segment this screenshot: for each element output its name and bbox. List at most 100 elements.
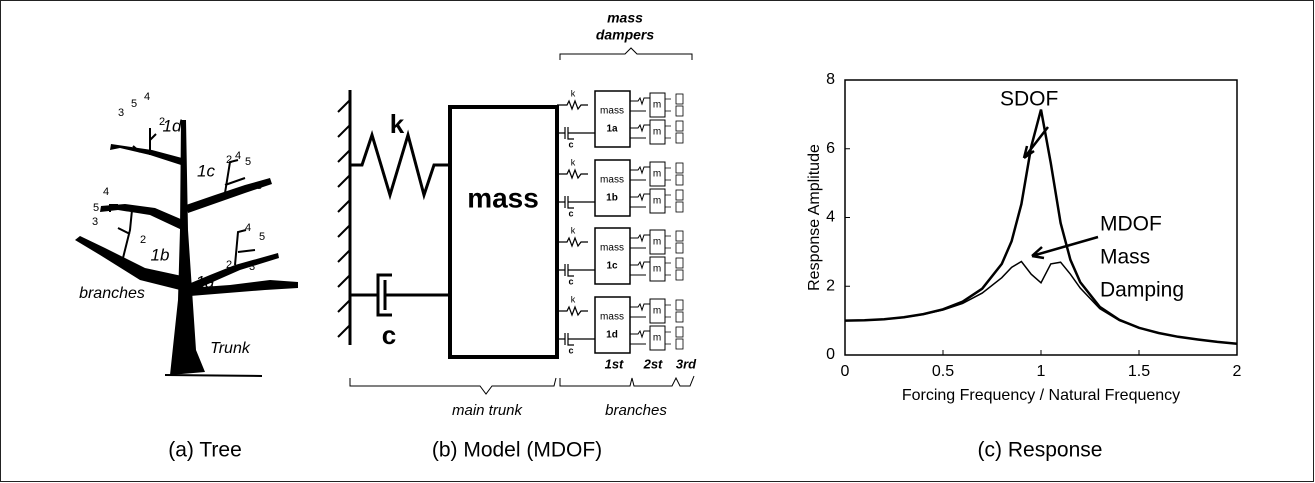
twig-label: 5 bbox=[131, 98, 137, 110]
connector bbox=[665, 304, 671, 318]
third-mass bbox=[675, 93, 684, 105]
sub-mass-label: m bbox=[653, 237, 661, 248]
branches-label: branches bbox=[605, 402, 667, 419]
caption: (a) Tree bbox=[168, 439, 242, 462]
connector bbox=[557, 168, 595, 209]
tree-label: 1a bbox=[196, 272, 215, 291]
y-tick-label: 2 bbox=[826, 277, 835, 294]
arrow bbox=[1031, 235, 1099, 260]
small-mass: mass bbox=[600, 106, 624, 117]
caption: (c) Response bbox=[978, 439, 1103, 462]
sub-mass bbox=[649, 256, 666, 282]
third-mass bbox=[675, 326, 684, 338]
mass-dampers bbox=[557, 90, 684, 354]
twig-label: 3 bbox=[118, 107, 124, 119]
mass-id: 1b bbox=[606, 193, 618, 204]
third-mass bbox=[675, 311, 684, 323]
damper-mass bbox=[594, 90, 631, 148]
connector bbox=[557, 305, 595, 346]
twig-label: 4 bbox=[235, 150, 241, 162]
annotation: MDOF bbox=[1100, 213, 1162, 236]
connector bbox=[630, 329, 650, 345]
connector bbox=[630, 165, 650, 181]
twig-label: 2 bbox=[140, 234, 146, 246]
third-mass bbox=[675, 189, 684, 201]
annotation: Mass bbox=[1100, 246, 1150, 269]
small-c: c bbox=[568, 276, 573, 286]
y-tick-label: 8 bbox=[826, 71, 835, 88]
y-tick-label: 6 bbox=[826, 140, 835, 157]
level-label: 2st bbox=[643, 356, 663, 371]
twig-label: 4 bbox=[103, 186, 109, 198]
third-mass bbox=[675, 132, 684, 144]
twig-label: 2 bbox=[226, 259, 232, 271]
connector bbox=[665, 167, 671, 181]
sub-mass bbox=[649, 161, 666, 187]
third-mass bbox=[675, 257, 684, 269]
sub-mass-label: m bbox=[653, 306, 661, 317]
connector bbox=[630, 233, 650, 249]
small-c: c bbox=[568, 208, 573, 218]
x-tick-label: 0 bbox=[841, 363, 850, 380]
twig-label: 2 bbox=[159, 116, 165, 128]
twig-label: 5 bbox=[93, 202, 99, 214]
connector bbox=[630, 123, 650, 139]
sub-mass bbox=[649, 119, 666, 145]
arrow bbox=[1022, 126, 1049, 160]
mass-label: mass bbox=[467, 182, 539, 213]
third-mass bbox=[675, 242, 684, 254]
connector bbox=[557, 99, 595, 140]
damper-mass bbox=[594, 159, 631, 217]
connector bbox=[630, 302, 650, 318]
tree-label: 1d bbox=[163, 116, 182, 135]
third-mass bbox=[675, 162, 684, 174]
third-mass bbox=[675, 338, 684, 350]
sub-mass-label: m bbox=[653, 127, 661, 138]
level-label: 1st bbox=[605, 356, 624, 371]
small-k: k bbox=[571, 225, 576, 235]
x-tick-label: 1 bbox=[1037, 363, 1046, 380]
sub-mass bbox=[649, 188, 666, 214]
y-tick-label: 4 bbox=[826, 209, 835, 226]
x-tick-label: 0.5 bbox=[932, 363, 954, 380]
tree-label: Trunk bbox=[210, 340, 251, 357]
sub-mass-label: m bbox=[653, 169, 661, 180]
tree-label: branches bbox=[79, 285, 145, 302]
small-k: k bbox=[571, 157, 576, 167]
connector bbox=[630, 192, 650, 208]
sub-mass-label: m bbox=[653, 100, 661, 111]
small-mass: mass bbox=[600, 243, 624, 254]
annotation: SDOF bbox=[1000, 88, 1058, 111]
y-axis-label: Response Amplitude bbox=[806, 144, 823, 291]
sub-mass-label: m bbox=[653, 264, 661, 275]
connector bbox=[665, 235, 671, 249]
twig-label: 2 bbox=[226, 154, 232, 166]
sub-mass bbox=[649, 298, 666, 324]
tree-drawing bbox=[75, 120, 298, 377]
response-line bbox=[844, 260, 1238, 345]
third-mass bbox=[675, 120, 684, 132]
third-mass bbox=[675, 299, 684, 311]
x-tick-label: 2 bbox=[1233, 363, 1242, 380]
twig-label: 4 bbox=[245, 222, 251, 234]
sub-mass bbox=[649, 92, 666, 118]
third-mass bbox=[675, 201, 684, 213]
sub-mass bbox=[649, 229, 666, 255]
small-k: k bbox=[571, 294, 576, 304]
connector bbox=[665, 98, 671, 112]
x-axis-label: Forcing Frequency / Natural Frequency bbox=[902, 387, 1180, 404]
caption: (b) Model (MDOF) bbox=[432, 439, 602, 462]
third-mass bbox=[675, 105, 684, 117]
mass-id: 1d bbox=[606, 330, 618, 341]
tree-label: 1b bbox=[151, 245, 170, 264]
sub-mass-label: m bbox=[653, 333, 661, 344]
third-mass bbox=[675, 269, 684, 281]
twig-label: 3 bbox=[92, 216, 98, 228]
connector bbox=[665, 194, 671, 208]
damper-label: c bbox=[382, 320, 396, 350]
mass-id: 1c bbox=[606, 261, 618, 272]
model-drawing bbox=[337, 47, 695, 395]
third-mass bbox=[675, 174, 684, 186]
dampers-title: dampers bbox=[596, 27, 655, 43]
